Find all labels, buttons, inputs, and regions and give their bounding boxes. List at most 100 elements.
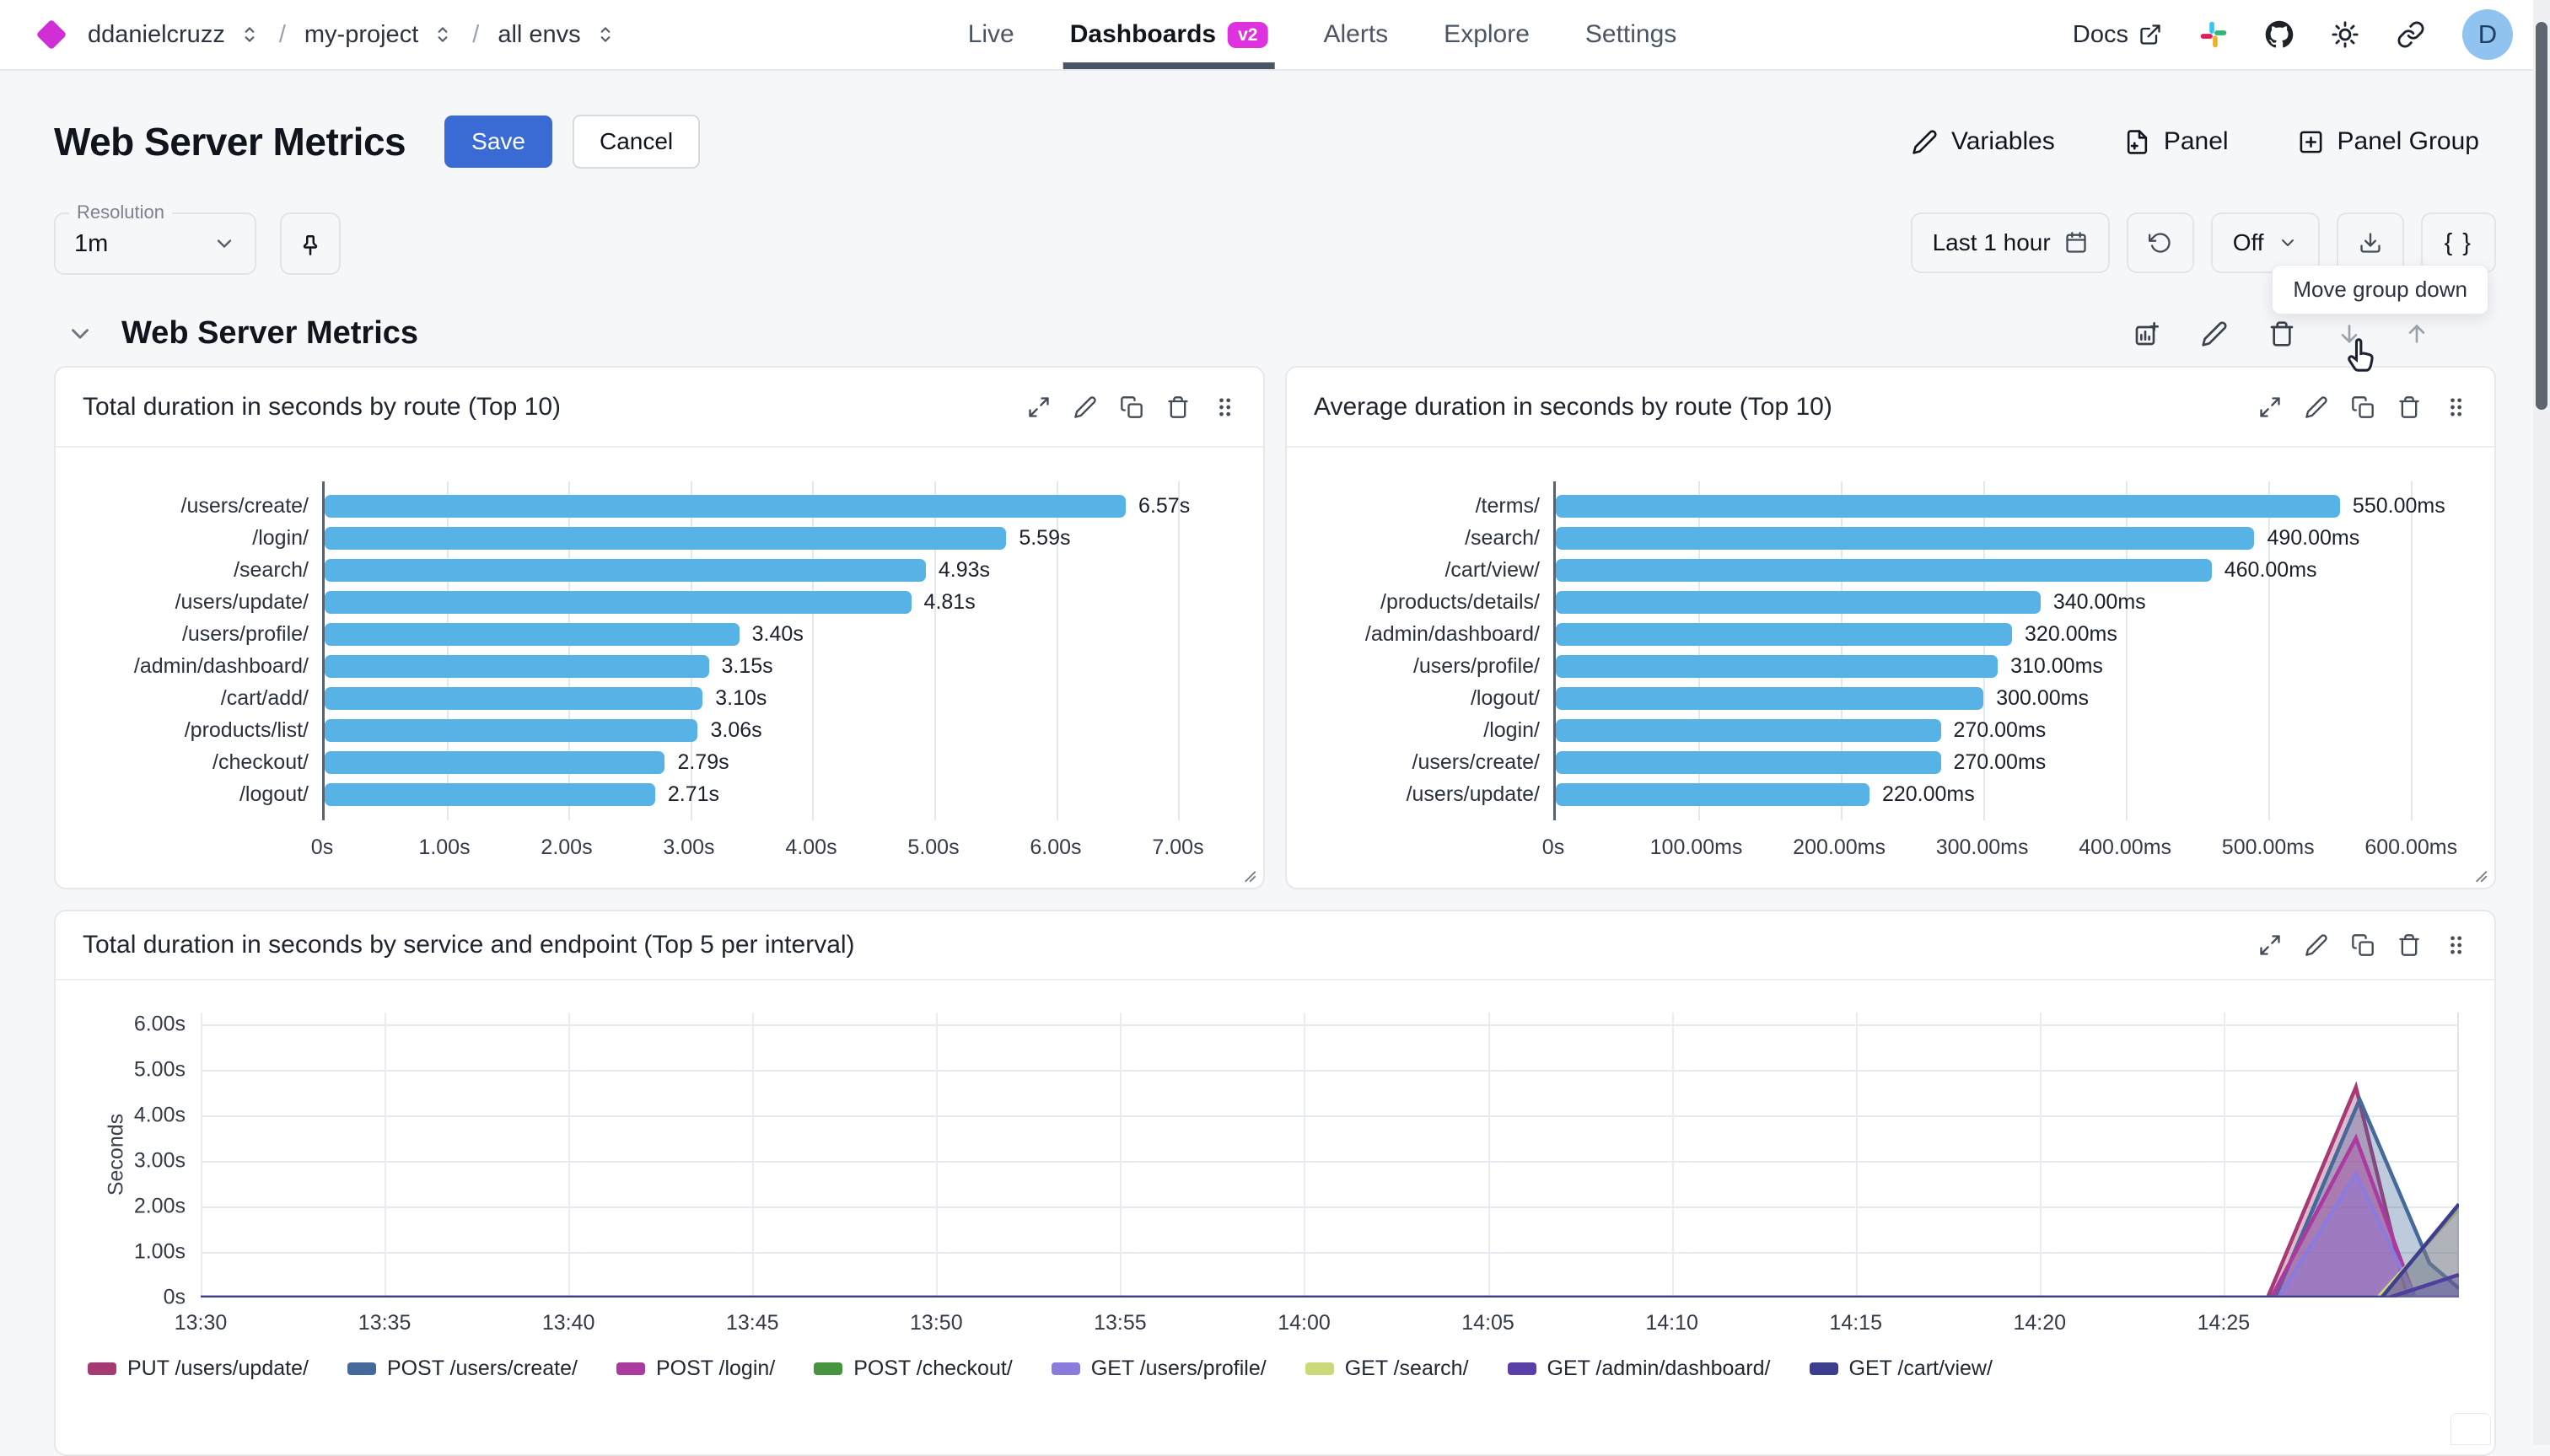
- legend-item[interactable]: GET /admin/dashboard/: [1507, 1357, 1771, 1381]
- breadcrumb-org[interactable]: ddanielcruzz: [88, 20, 225, 48]
- group-edit-button[interactable]: [2201, 320, 2228, 347]
- sun-icon[interactable]: [2331, 20, 2359, 49]
- auto-refresh-select[interactable]: Off: [2210, 212, 2320, 273]
- drag-icon[interactable]: [2444, 933, 2467, 957]
- docs-link[interactable]: Docs: [2073, 21, 2162, 49]
- group-arrow-up-button[interactable]: [2403, 320, 2430, 347]
- bar[interactable]: [325, 718, 698, 742]
- drag-icon[interactable]: [1213, 395, 1236, 419]
- series-line[interactable]: [201, 1094, 2459, 1298]
- bar[interactable]: [325, 526, 1007, 550]
- github-icon[interactable]: [2265, 20, 2294, 49]
- bar[interactable]: [1556, 622, 2013, 646]
- bar[interactable]: [325, 590, 912, 614]
- topbar-right: Docs D: [2073, 9, 2513, 60]
- updown-chevron-icon[interactable]: [239, 24, 261, 46]
- legend-item[interactable]: POST /login/: [616, 1357, 775, 1381]
- gridline: [1056, 481, 1058, 820]
- bar[interactable]: [325, 494, 1127, 518]
- page-scrollbar[interactable]: [2533, 0, 2550, 1445]
- series-line[interactable]: [201, 1272, 2459, 1298]
- timeseries-svg: [201, 1081, 2459, 1298]
- resize-handle-icon[interactable]: [2470, 865, 2488, 884]
- link-icon[interactable]: [2397, 20, 2425, 49]
- add-panel-button[interactable]: Panel: [2119, 126, 2234, 157]
- expand-icon[interactable]: [2258, 933, 2282, 957]
- edit-icon[interactable]: [2305, 933, 2328, 957]
- bar[interactable]: [1556, 686, 1984, 710]
- pin-button[interactable]: [280, 212, 341, 275]
- y-axis-tick: 0s: [163, 1285, 186, 1309]
- copy-icon[interactable]: [1120, 395, 1143, 419]
- legend-item[interactable]: POST /checkout/: [814, 1357, 1013, 1381]
- series-area: [201, 1087, 2459, 1298]
- json-view-button[interactable]: { }: [2420, 212, 2496, 273]
- time-controls: Last 1 hour Off { }: [1910, 212, 2496, 273]
- bar[interactable]: [1556, 750, 1941, 774]
- copy-icon[interactable]: [2351, 395, 2375, 419]
- tab-dashboards[interactable]: Dashboards v2: [1062, 0, 1275, 69]
- bar[interactable]: [325, 622, 740, 646]
- delete-icon[interactable]: [2397, 395, 2421, 419]
- updown-chevron-icon[interactable]: [432, 24, 454, 46]
- group-delete-button[interactable]: [2268, 320, 2295, 347]
- tab-live[interactable]: Live: [968, 0, 1014, 69]
- x-axis-tick: 100.00ms: [1649, 835, 1743, 859]
- series-line[interactable]: [201, 1133, 2459, 1298]
- series-line[interactable]: [201, 1169, 2459, 1298]
- collapse-chevron-icon[interactable]: [66, 320, 94, 348]
- x-axis-tick: 600.00ms: [2364, 835, 2458, 859]
- legend-item[interactable]: PUT /users/update/: [88, 1357, 309, 1381]
- gridline: [690, 481, 692, 820]
- bar[interactable]: [325, 782, 655, 806]
- bar[interactable]: [1556, 782, 1869, 806]
- tab-explore[interactable]: Explore: [1444, 0, 1530, 69]
- delete-icon[interactable]: [2397, 933, 2421, 957]
- bar[interactable]: [325, 654, 709, 678]
- user-avatar[interactable]: D: [2462, 9, 2513, 60]
- bar[interactable]: [325, 750, 665, 774]
- expand-icon[interactable]: [2258, 395, 2282, 419]
- refresh-button[interactable]: [2126, 212, 2194, 273]
- legend-item[interactable]: GET /cart/view/: [1809, 1357, 1993, 1381]
- bar[interactable]: [325, 686, 703, 710]
- variables-button[interactable]: Variables: [1907, 126, 2060, 157]
- category-label: /users/create/: [180, 493, 309, 518]
- bar[interactable]: [1556, 494, 2340, 518]
- bar[interactable]: [1556, 590, 2041, 614]
- tab-alerts[interactable]: Alerts: [1323, 0, 1388, 69]
- breadcrumb-env[interactable]: all envs: [498, 20, 581, 48]
- delete-icon[interactable]: [1166, 395, 1190, 419]
- legend-item[interactable]: GET /search/: [1305, 1357, 1469, 1381]
- group-arrow-down-button[interactable]: [2336, 320, 2374, 372]
- scrollbar-thumb[interactable]: [2536, 22, 2547, 410]
- tab-settings[interactable]: Settings: [1585, 0, 1676, 69]
- bar[interactable]: [1556, 654, 1999, 678]
- edit-icon[interactable]: [2305, 395, 2328, 419]
- resize-handle-icon[interactable]: [1239, 865, 1257, 884]
- save-button[interactable]: Save: [444, 116, 552, 168]
- drag-icon[interactable]: [2444, 395, 2467, 419]
- brand-logo-icon[interactable]: [35, 19, 67, 51]
- bar[interactable]: [1556, 718, 1941, 742]
- cancel-button[interactable]: Cancel: [572, 115, 701, 169]
- updown-chevron-icon[interactable]: [594, 24, 616, 46]
- series-line[interactable]: [201, 1207, 2459, 1298]
- edit-icon[interactable]: [1073, 395, 1097, 419]
- group-add-panel-button[interactable]: [2133, 320, 2160, 347]
- series-line[interactable]: [201, 1081, 2459, 1298]
- breadcrumb-project[interactable]: my-project: [304, 20, 419, 48]
- add-panel-group-button[interactable]: Panel Group: [2293, 126, 2484, 157]
- bar[interactable]: [1556, 526, 2255, 550]
- resolution-select[interactable]: Resolution 1m: [54, 201, 256, 275]
- time-range-button[interactable]: Last 1 hour: [1910, 212, 2110, 273]
- bar[interactable]: [325, 558, 926, 582]
- legend-item[interactable]: POST /users/create/: [347, 1357, 578, 1381]
- slack-icon[interactable]: [2199, 20, 2228, 49]
- expand-icon[interactable]: [1027, 395, 1051, 419]
- bar[interactable]: [1556, 558, 2212, 582]
- copy-icon[interactable]: [2351, 933, 2375, 957]
- legend-item[interactable]: GET /users/profile/: [1051, 1357, 1267, 1381]
- series-line[interactable]: [201, 1202, 2459, 1298]
- category-label: /cart/view/: [1444, 557, 1540, 582]
